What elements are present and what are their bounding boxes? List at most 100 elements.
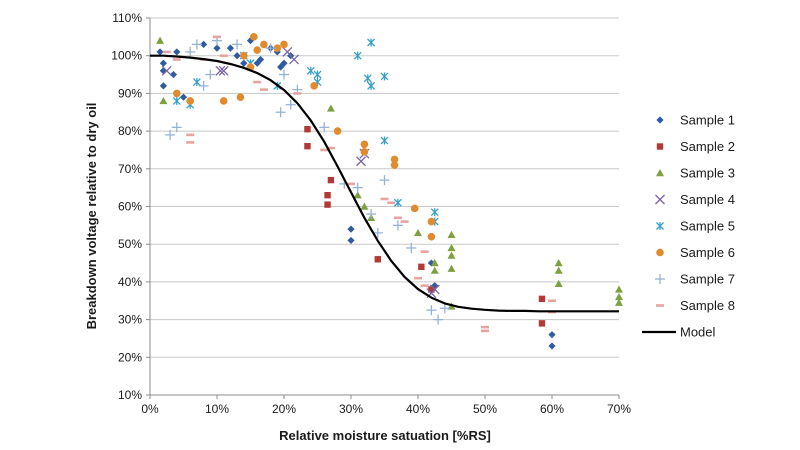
data-point-sample-5 — [380, 72, 389, 81]
data-point-sample-7 — [185, 46, 196, 57]
data-point-sample-1 — [226, 44, 234, 52]
x-tick-labels: 0% 10% 20% 30% 40% 50% 60% 70% — [141, 402, 631, 416]
data-point-sample-6 — [360, 148, 369, 156]
data-point-sample-1 — [156, 48, 164, 56]
data-point-sample-6 — [280, 40, 288, 49]
x-tick-label: 60% — [540, 402, 564, 416]
data-point-sample-5 — [367, 38, 376, 47]
legend-item-sample-5: Sample 5 — [656, 219, 735, 234]
data-point-sample-1 — [159, 59, 167, 67]
data-point-sample-5 — [363, 74, 372, 83]
data-point-sample-1 — [233, 52, 241, 60]
data-point-sample-7 — [191, 39, 202, 50]
data-point-sample-7 — [379, 175, 390, 186]
data-point-sample-6 — [390, 161, 399, 169]
data-point-sample-3 — [447, 251, 456, 259]
data-point-sample-6 — [427, 217, 436, 226]
data-point-sample-1 — [253, 59, 261, 67]
y-tick-label: 40% — [118, 275, 142, 289]
data-point-sample-7 — [352, 182, 363, 193]
legend-marker-sample-4 — [655, 194, 665, 205]
data-point-sample-2 — [418, 263, 425, 271]
data-point-sample-7 — [366, 209, 377, 220]
data-point-sample-2 — [304, 142, 311, 150]
data-point-sample-6 — [250, 33, 258, 41]
legend-item-sample-1: Sample 1 — [656, 113, 735, 128]
legend-item-sample-8: Sample 8 — [656, 298, 735, 313]
data-point-sample-6 — [260, 40, 268, 49]
data-point-sample-5 — [393, 198, 402, 207]
x-axis-title: Relative moisture satuation [%RS] — [279, 428, 491, 443]
data-point-sample-6 — [333, 127, 342, 135]
legend-item-sample-2: Sample 2 — [656, 139, 735, 154]
data-point-sample-6 — [310, 82, 318, 90]
data-point-sample-2 — [538, 295, 546, 303]
data-point-sample-2 — [304, 126, 311, 133]
data-point-sample-1 — [213, 44, 221, 52]
legend-label: Sample 8 — [680, 298, 735, 313]
x-tick-label: 20% — [272, 402, 296, 416]
data-point-sample-7 — [426, 305, 437, 316]
legend-label: Sample 2 — [680, 139, 735, 154]
data-point-sample-1 — [173, 48, 181, 56]
data-point-sample-1 — [277, 63, 285, 71]
legend-marker-sample-7 — [655, 274, 665, 284]
legend-label: Sample 1 — [680, 113, 735, 128]
data-point-sample-4 — [215, 65, 226, 76]
data-point-sample-1 — [200, 40, 208, 48]
data-point-sample-7 — [198, 80, 209, 91]
data-point-sample-6 — [240, 51, 248, 60]
legend-label: Sample 7 — [680, 272, 735, 287]
data-point-sample-3 — [447, 264, 456, 272]
data-point-sample-1 — [169, 70, 178, 79]
data-point-sample-6 — [390, 155, 399, 164]
legend-item-model: Model — [642, 325, 716, 340]
data-point-sample-3 — [447, 243, 456, 252]
data-point-sample-5 — [306, 66, 315, 75]
data-point-sample-7 — [372, 227, 383, 238]
legend-marker-sample-5 — [656, 222, 664, 230]
data-point-sample-3 — [326, 104, 335, 112]
data-point-sample-5 — [172, 96, 181, 105]
data-point-sample-1 — [347, 236, 355, 245]
data-point-sample-3 — [615, 285, 623, 293]
x-tick-label: 30% — [339, 402, 363, 416]
data-point-sample-6 — [410, 204, 419, 213]
y-tick-label: 70% — [118, 162, 142, 176]
data-point-sample-1 — [548, 342, 556, 350]
data-point-sample-7 — [275, 107, 286, 118]
x-tick-label: 50% — [473, 402, 497, 416]
data-point-sample-5 — [353, 51, 362, 60]
legend: Sample 1 Sample 2 Sample 3 Sample 4 Sample 5… — [642, 113, 735, 340]
legend-item-sample-7: Sample 7 — [655, 272, 735, 287]
data-point-sample-3 — [554, 259, 563, 267]
data-point-sample-1 — [159, 67, 167, 75]
y-tick-label: 50% — [118, 237, 142, 251]
data-point-sample-3 — [554, 266, 563, 274]
data-point-sample-5 — [192, 78, 201, 87]
data-point-sample-6 — [173, 89, 181, 98]
data-point-sample-6 — [219, 97, 228, 105]
gridlines — [150, 17, 619, 358]
legend-marker-sample-1 — [656, 116, 664, 124]
axes — [146, 17, 620, 399]
data-point-sample-1 — [347, 225, 355, 233]
model-curve — [150, 54, 619, 313]
data-point-sample-2 — [428, 286, 435, 293]
legend-label: Sample 5 — [680, 219, 735, 234]
data-point-sample-3 — [615, 298, 623, 306]
data-point-sample-6 — [236, 93, 245, 101]
data-point-sample-3 — [353, 191, 362, 199]
data-point-sample-2 — [324, 201, 331, 208]
y-axis-title: Breakdown voltage relative to dry oil — [84, 103, 99, 330]
data-point-sample-4 — [289, 54, 300, 65]
data-point-sample-7 — [433, 314, 444, 325]
y-tick-label: 20% — [118, 350, 142, 364]
data-point-sample-4 — [218, 65, 229, 76]
legend-label: Model — [680, 325, 716, 340]
data-point-sample-3 — [554, 279, 563, 287]
data-point-sample-3 — [430, 266, 439, 274]
y-tick-label: 110% — [112, 11, 142, 25]
y-tick-label: 80% — [118, 124, 142, 138]
